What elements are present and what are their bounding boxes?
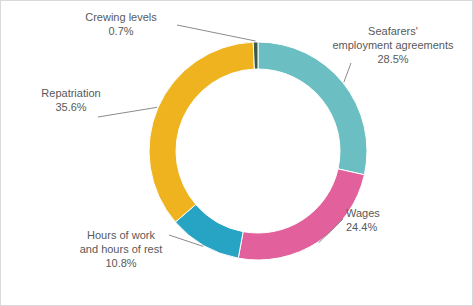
svg-text:Wages24.4%: Wages24.4% [346, 207, 380, 233]
svg-text:Hours of workand hours of rest: Hours of workand hours of rest10.8% [80, 229, 163, 269]
svg-text:Seafarers'employment agreement: Seafarers'employment agreements28.5% [332, 25, 454, 65]
svg-text:Repatriation35.6%: Repatriation35.6% [41, 87, 100, 113]
svg-text:Crewing levels0.7%: Crewing levels0.7% [85, 11, 157, 37]
